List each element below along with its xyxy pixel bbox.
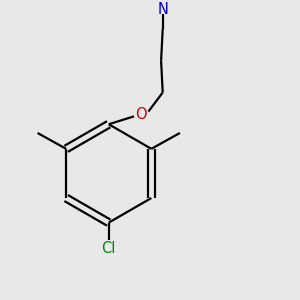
Text: Cl: Cl [102,242,116,256]
Text: O: O [135,107,146,122]
Text: N: N [157,2,168,17]
